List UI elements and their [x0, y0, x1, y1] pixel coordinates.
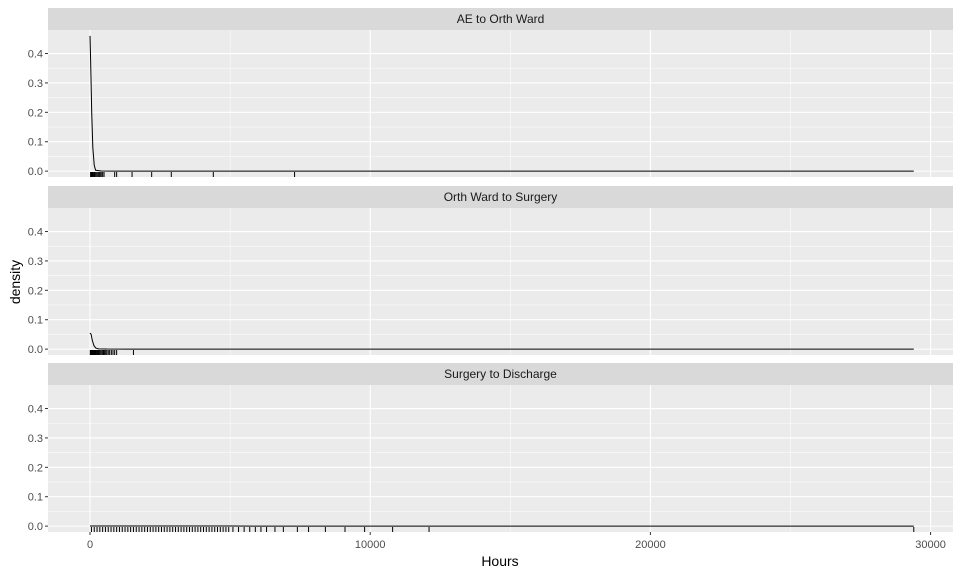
density-line [89, 35, 914, 172]
y-tick-label: 0.0 [28, 166, 43, 178]
facet-strip-label: Surgery to Discharge [444, 367, 557, 381]
facet-panel-3: Surgery to Discharge 0.0 0.1 0.2 0.3 0.4 [28, 363, 953, 533]
y-tick-label: 0.2 [28, 462, 43, 474]
y-tick-label: 0.0 [28, 521, 43, 533]
y-tick-label: 0.4 [28, 49, 43, 61]
x-tick-label: 30000 [915, 539, 946, 551]
facet-strip [48, 363, 953, 385]
panel-background [48, 385, 953, 532]
x-axis: 0 10000 20000 30000 [87, 532, 946, 551]
y-tick-label: 0.2 [28, 285, 43, 297]
x-axis-title: Hours [481, 553, 518, 569]
x-tick-label: 20000 [635, 539, 666, 551]
panel-background [48, 30, 953, 177]
facet-strip [48, 8, 953, 30]
y-tick-label: 0.1 [28, 492, 43, 504]
x-tick-label: 10000 [355, 539, 386, 551]
y-axis-title: density [7, 260, 23, 304]
y-tick-label: 0.1 [28, 137, 43, 149]
facet-strip [48, 186, 953, 208]
facet-strip-label: Orth Ward to Surgery [444, 190, 558, 204]
facet-panel-1: AE to Orth Ward 0.0 0.1 0.2 0.3 0.4 [28, 8, 953, 178]
facet-panel-2: Orth Ward to Surgery 0.0 0.1 0.2 0.3 0.4 [28, 186, 953, 356]
y-tick-label: 0.2 [28, 107, 43, 119]
panel-background [48, 208, 953, 355]
y-tick-label: 0.4 [28, 404, 43, 416]
y-tick-label: 0.4 [28, 227, 43, 239]
y-tick-label: 0.3 [28, 256, 43, 268]
x-tick-label: 0 [87, 539, 93, 551]
y-tick-label: 0.1 [28, 315, 43, 327]
density-line [89, 332, 914, 350]
y-tick-label: 0.3 [28, 78, 43, 90]
facet-strip-label: AE to Orth Ward [457, 12, 545, 26]
y-tick-label: 0.3 [28, 433, 43, 445]
y-tick-label: 0.0 [28, 344, 43, 356]
